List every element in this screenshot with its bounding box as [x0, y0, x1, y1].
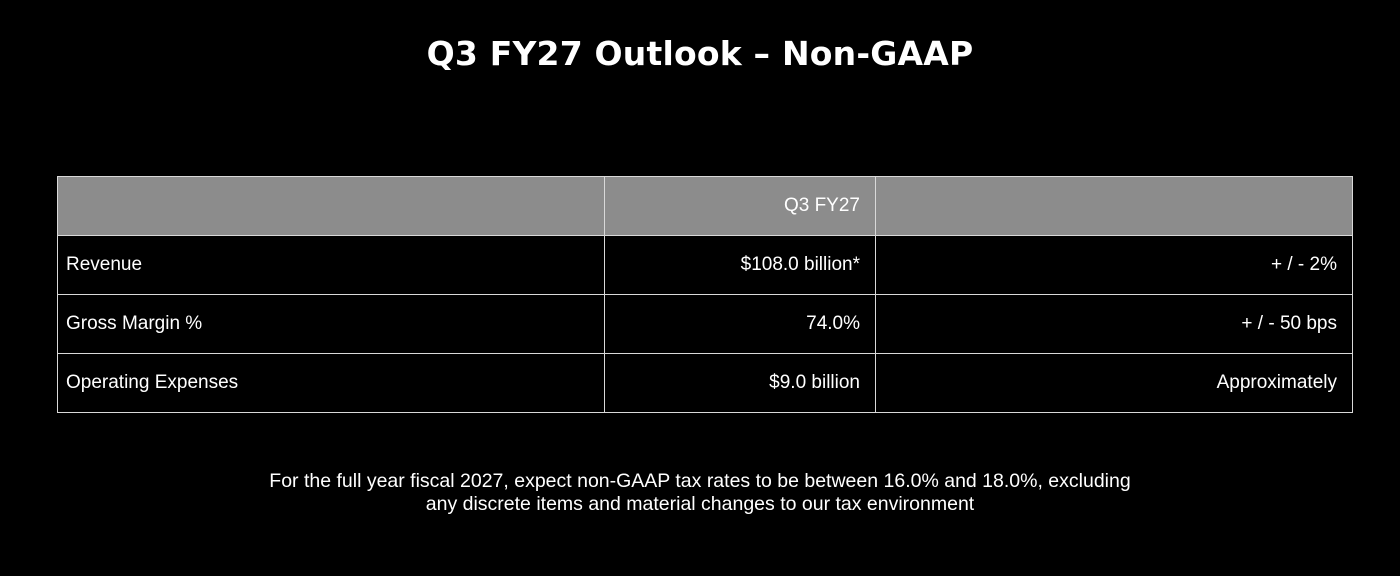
row-range: + / - 50 bps — [875, 294, 1353, 354]
outlook-table: Q3 FY27 Revenue $108.0 billion* + / - 2%… — [57, 176, 1353, 413]
row-value: $108.0 billion* — [604, 235, 876, 295]
row-range: + / - 2% — [875, 235, 1353, 295]
row-value: 74.0% — [604, 294, 876, 354]
row-range: Approximately — [875, 353, 1353, 413]
table-header-row: Q3 FY27 — [57, 176, 1353, 236]
row-value: $9.0 billion — [604, 353, 876, 413]
row-label: Revenue — [57, 235, 605, 295]
footnote-line-1: For the full year fiscal 2027, expect no… — [269, 470, 1131, 492]
tax-rate-footnote: For the full year fiscal 2027, expect no… — [0, 470, 1400, 516]
header-label-cell — [57, 176, 605, 236]
page-title: Q3 FY27 Outlook – Non-GAAP — [426, 34, 974, 73]
table-row-revenue: Revenue $108.0 billion* + / - 2% — [57, 235, 1353, 295]
footnote-line-2: any discrete items and material changes … — [425, 493, 975, 515]
table-row-gross-margin: Gross Margin % 74.0% + / - 50 bps — [57, 294, 1353, 354]
table-row-operating-expenses: Operating Expenses $9.0 billion Approxim… — [57, 353, 1353, 413]
row-label: Operating Expenses — [57, 353, 605, 413]
row-label: Gross Margin % — [57, 294, 605, 354]
header-period-cell: Q3 FY27 — [604, 176, 876, 236]
header-range-cell — [875, 176, 1353, 236]
